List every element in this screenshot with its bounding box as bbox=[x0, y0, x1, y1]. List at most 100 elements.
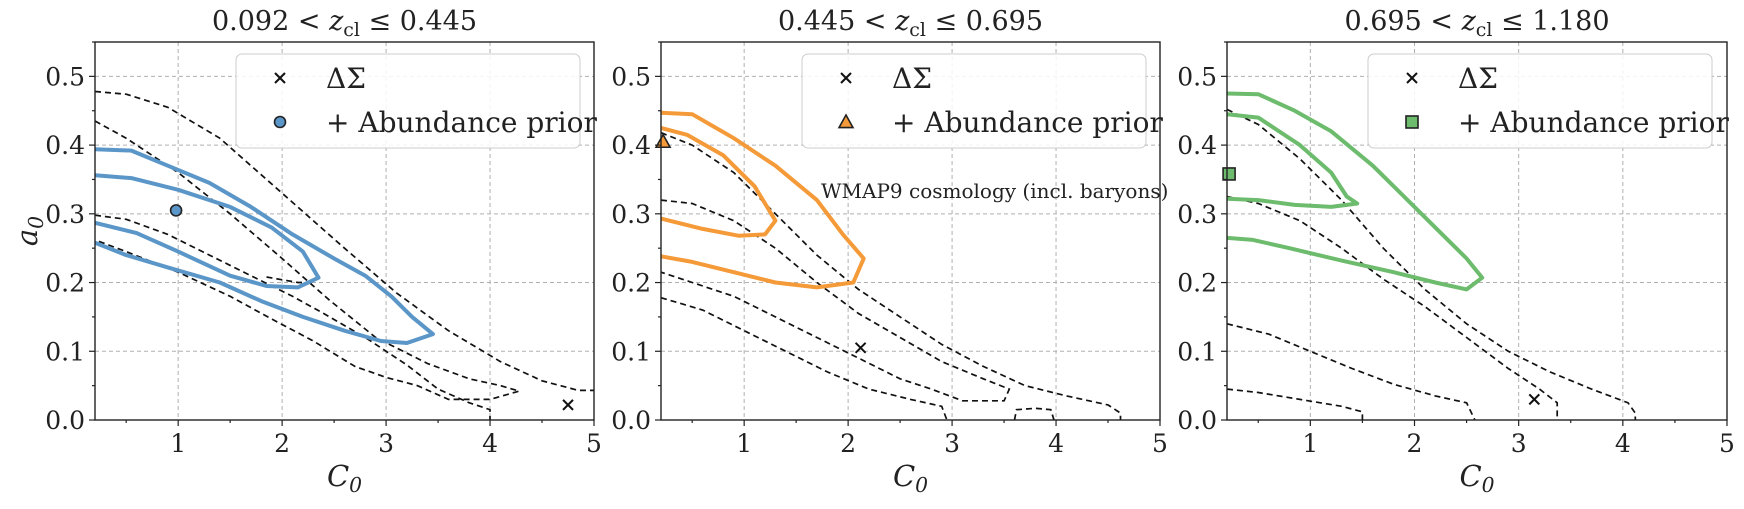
x-tick-label: 1 bbox=[170, 429, 186, 458]
y-tick-label: 0.0 bbox=[45, 406, 85, 435]
delta-sigma-contour bbox=[1227, 195, 1559, 420]
legend-box bbox=[1367, 53, 1713, 149]
legend-entry-abundance-prior: + Abundance prior bbox=[1458, 106, 1729, 139]
delta-sigma-contour bbox=[1227, 108, 1637, 420]
x-tick-label: 5 bbox=[1152, 429, 1168, 458]
legend-entry-delta-sigma: ΔΣ bbox=[892, 62, 932, 95]
legend-delta-sigma-marker-stroke-b bbox=[1406, 72, 1418, 84]
x-axis-label: C0 bbox=[1459, 459, 1494, 497]
legend-entry-abundance-prior: + Abundance prior bbox=[326, 106, 597, 139]
legend: ΔΣ + Abundance prior bbox=[1367, 53, 1729, 149]
delta-sigma-contour bbox=[1227, 322, 1476, 420]
x-tick-label: 2 bbox=[274, 429, 290, 458]
y-tick-label: 0.5 bbox=[45, 62, 85, 91]
legend-abundance-prior-marker bbox=[273, 115, 287, 129]
legend-delta-sigma-marker bbox=[1406, 72, 1418, 84]
x-tick-label: 2 bbox=[840, 429, 856, 458]
legend-entry-abundance-prior: + Abundance prior bbox=[892, 106, 1163, 139]
ticks: 1 2 3 4 5 0.0 0.1 0.2 0.3 0.4 0.5 bbox=[611, 41, 1168, 458]
legend-box bbox=[235, 53, 581, 149]
y-tick-label: 0.3 bbox=[611, 200, 651, 229]
x-tick-label: 3 bbox=[944, 429, 960, 458]
delta-sigma-point-stroke-b bbox=[1528, 393, 1540, 406]
legend: ΔΣ + Abundance prior bbox=[235, 53, 597, 149]
panel-2: 1 2 3 4 5 0.0 0.1 0.2 0.3 0.4 0.5 0.445 < zcl ≤ 0.6… bbox=[611, 6, 1168, 497]
plot-frame bbox=[1226, 41, 1728, 421]
abundance-prior-contour bbox=[661, 125, 778, 238]
legend-entry-delta-sigma: ΔΣ bbox=[1458, 62, 1498, 95]
legend-abundance-prior-marker bbox=[1405, 115, 1419, 129]
contours bbox=[661, 110, 1122, 420]
plot-frame bbox=[660, 41, 1161, 421]
y-tick-label: 0.2 bbox=[45, 269, 85, 298]
y-tick-label: 0.1 bbox=[1177, 337, 1217, 366]
x-axis-label: C0 bbox=[327, 459, 362, 497]
x-tick-label: 1 bbox=[736, 429, 752, 458]
y-axis-label: a0 bbox=[10, 216, 48, 246]
abundance-prior-contour bbox=[1227, 112, 1360, 209]
abundance-prior-point bbox=[169, 204, 183, 217]
delta-sigma-point bbox=[562, 399, 574, 411]
legend-delta-sigma-marker-stroke-b bbox=[840, 72, 852, 84]
plot-frame bbox=[94, 41, 595, 421]
legend-box bbox=[801, 53, 1147, 149]
x-tick-label: 4 bbox=[1048, 429, 1064, 458]
panel-1: 1 2 3 4 5 0.0 0.1 0.2 0.3 0.4 0.5 0.092 < zcl ≤ 0.4… bbox=[10, 6, 602, 497]
panel-title: 0.092 < zcl ≤ 0.445 bbox=[212, 6, 477, 41]
y-tick-label: 0.5 bbox=[611, 62, 651, 91]
contours bbox=[95, 90, 594, 420]
y-tick-label: 0.5 bbox=[1177, 62, 1217, 91]
y-tick-label: 0.3 bbox=[1177, 200, 1217, 229]
delta-sigma-contour bbox=[661, 131, 1122, 420]
legend: ΔΣ + Abundance prior bbox=[801, 53, 1163, 149]
y-tick-label: 0.2 bbox=[1177, 269, 1217, 298]
ticks: 1 2 3 4 5 0.0 0.1 0.2 0.3 0.4 0.5 bbox=[45, 41, 602, 458]
delta-sigma-contour bbox=[661, 296, 948, 420]
delta-sigma-contour bbox=[95, 90, 594, 392]
x-tick-label: 5 bbox=[586, 429, 602, 458]
y-tick-label: 0.3 bbox=[45, 200, 85, 229]
y-tick-label: 0.0 bbox=[611, 406, 651, 435]
legend-delta-sigma-marker-stroke-b bbox=[274, 72, 286, 84]
x-tick-label: 1 bbox=[1302, 429, 1318, 458]
abundance-prior-contour bbox=[95, 147, 435, 345]
y-tick-label: 0.1 bbox=[45, 337, 85, 366]
legend-delta-sigma-marker bbox=[274, 72, 286, 84]
delta-sigma-point bbox=[854, 342, 867, 354]
abundance-prior-point bbox=[654, 133, 672, 149]
x-axis-label: C0 bbox=[893, 459, 928, 497]
x-tick-label: 3 bbox=[378, 429, 394, 458]
panel-title: 0.445 < zcl ≤ 0.695 bbox=[778, 6, 1043, 41]
delta-sigma-point-stroke-b bbox=[854, 342, 867, 354]
abundance-prior-contour bbox=[661, 110, 866, 290]
x-tick-label: 4 bbox=[482, 429, 498, 458]
y-tick-label: 0.4 bbox=[45, 131, 85, 160]
contours bbox=[1227, 91, 1637, 420]
cosmology-annotation: WMAP9 cosmology (incl. baryons) bbox=[821, 179, 1168, 203]
y-tick-label: 0.4 bbox=[1177, 131, 1217, 160]
delta-sigma-point bbox=[1528, 393, 1540, 406]
delta-sigma-contour bbox=[1227, 388, 1364, 420]
delta-sigma-contour bbox=[95, 120, 523, 401]
ticks: 1 2 3 4 5 0.0 0.1 0.2 0.3 0.4 0.5 bbox=[1177, 41, 1735, 458]
abundance-prior-point bbox=[1222, 167, 1236, 181]
y-tick-label: 0.0 bbox=[1177, 406, 1217, 435]
delta-sigma-contour bbox=[95, 214, 491, 420]
panel-title: 0.695 < zcl ≤ 1.180 bbox=[1344, 6, 1609, 41]
y-tick-label: 0.1 bbox=[611, 337, 651, 366]
x-tick-label: 3 bbox=[1511, 429, 1527, 458]
abundance-prior-contour bbox=[95, 173, 321, 290]
legend-delta-sigma-marker bbox=[840, 72, 852, 84]
x-tick-label: 2 bbox=[1407, 429, 1423, 458]
panel-3: 1 2 3 4 5 0.0 0.1 0.2 0.3 0.4 0.5 0.695 < zcl ≤ 1.1… bbox=[1177, 6, 1735, 497]
abundance-prior-contour bbox=[1227, 91, 1485, 292]
x-tick-label: 4 bbox=[1615, 429, 1631, 458]
y-tick-label: 0.2 bbox=[611, 269, 651, 298]
legend-abundance-prior-marker bbox=[837, 113, 855, 129]
legend-entry-delta-sigma: ΔΣ bbox=[326, 62, 366, 95]
x-tick-label: 5 bbox=[1719, 429, 1735, 458]
delta-sigma-contour bbox=[661, 199, 1011, 402]
delta-sigma-point-stroke-b bbox=[562, 399, 574, 411]
delta-sigma-contour bbox=[1013, 407, 1055, 420]
